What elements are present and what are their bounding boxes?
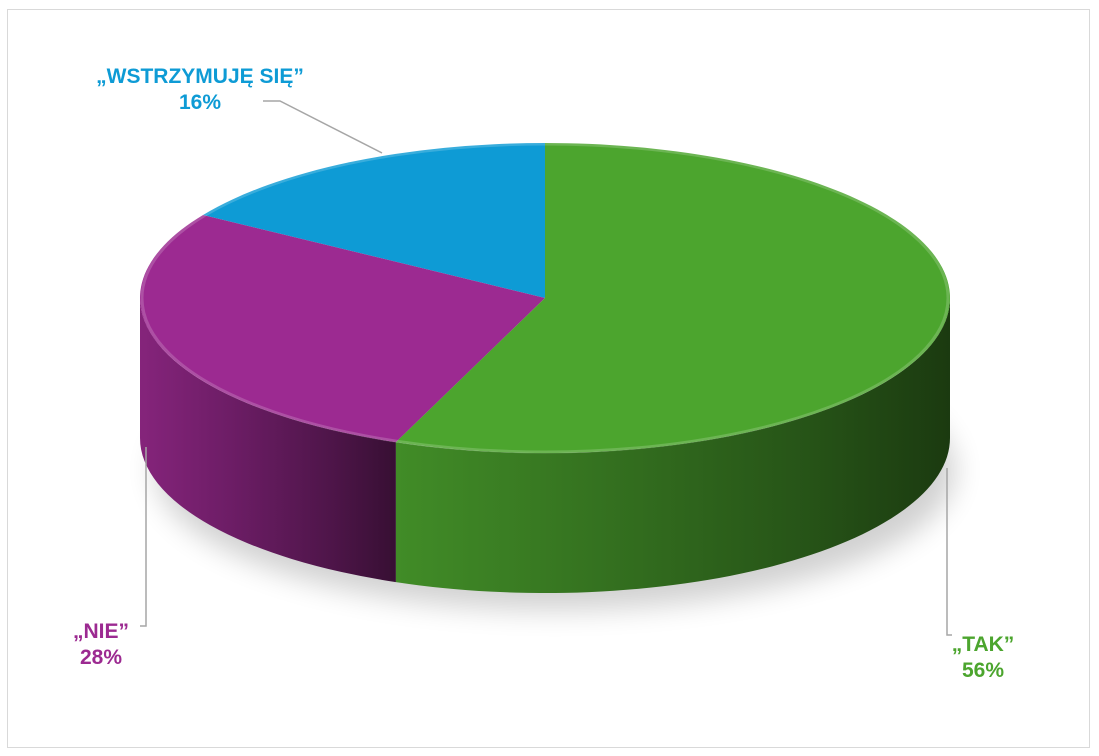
leader-tak (946, 468, 952, 636)
leader-nie (140, 447, 147, 627)
label-wstrzymuje-value: 16% (178, 91, 222, 114)
slice-tak[interactable] (395, 143, 950, 453)
label-tak-value: 56% (961, 659, 1005, 682)
label-wstrzymuje-category: „WSTRZYMUJĘ SIĘ” (96, 65, 304, 88)
label-nie-category: „NIE” (72, 620, 130, 643)
slice-nie[interactable] (139, 214, 545, 443)
pie-rim-highlight (140, 142, 950, 454)
label-tak-category: „TAK” (951, 633, 1015, 656)
label-nie: „NIE” 28% (73, 619, 129, 671)
slice-wall-nie (140, 298, 396, 583)
label-tak: „TAK” 56% (952, 632, 1015, 684)
slice-wstrzymuje[interactable] (203, 143, 546, 298)
label-nie-value: 28% (79, 646, 123, 669)
slice-wall-tak (395, 298, 950, 593)
label-wstrzymuje: „WSTRZYMUJĘ SIĘ” 16% (96, 64, 304, 116)
leader-wstrzymuje (263, 100, 383, 154)
